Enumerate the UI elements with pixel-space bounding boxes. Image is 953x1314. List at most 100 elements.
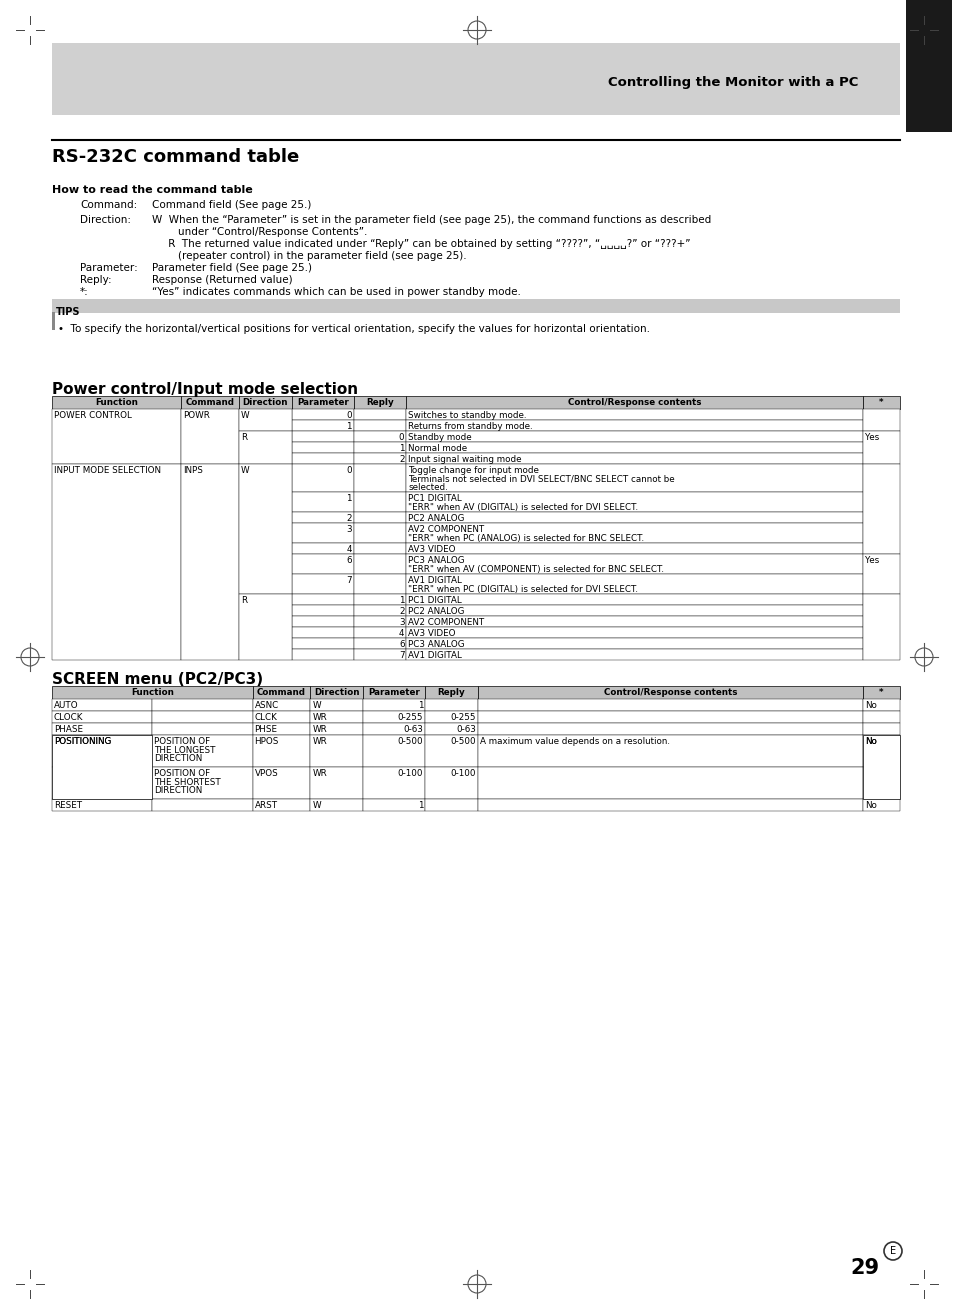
Text: Command: Command xyxy=(256,689,306,696)
Bar xyxy=(477,799,862,811)
Bar xyxy=(862,767,900,799)
Text: Returns from standby mode.: Returns from standby mode. xyxy=(408,422,533,431)
Text: Command:: Command: xyxy=(80,200,137,210)
Text: 4: 4 xyxy=(346,545,352,555)
Text: DIRECTION: DIRECTION xyxy=(154,786,202,795)
Text: POSITION OF: POSITION OF xyxy=(154,737,211,746)
Bar xyxy=(354,409,406,420)
Text: W: W xyxy=(312,700,321,710)
Bar xyxy=(152,723,253,735)
Text: •  To specify the horizontal/vertical positions for vertical orientation, specif: • To specify the horizontal/vertical pos… xyxy=(58,325,649,334)
Text: No: No xyxy=(864,802,876,809)
Bar xyxy=(477,723,862,735)
Bar xyxy=(425,799,477,811)
Bar xyxy=(354,604,406,616)
Bar xyxy=(181,409,239,464)
Text: 0: 0 xyxy=(346,466,352,474)
Bar xyxy=(862,699,900,711)
Bar xyxy=(310,699,363,711)
Bar xyxy=(354,396,406,409)
Bar xyxy=(406,594,862,604)
Bar xyxy=(292,616,354,627)
Text: PC1 DIGITAL: PC1 DIGITAL xyxy=(408,494,461,503)
Text: 1: 1 xyxy=(398,597,404,604)
Bar xyxy=(239,396,292,409)
Bar xyxy=(292,464,354,491)
Bar xyxy=(292,639,354,649)
Text: W: W xyxy=(241,466,250,474)
Bar xyxy=(239,409,292,431)
Bar xyxy=(292,649,354,660)
Text: Controlling the Monitor with a PC: Controlling the Monitor with a PC xyxy=(607,76,857,89)
Bar xyxy=(406,442,862,453)
Bar xyxy=(406,453,862,464)
Bar xyxy=(477,711,862,723)
Bar xyxy=(152,799,253,811)
Bar xyxy=(406,396,862,409)
Bar xyxy=(292,543,354,555)
Bar xyxy=(292,523,354,543)
Bar xyxy=(292,491,354,512)
Bar xyxy=(239,464,292,594)
Text: WR: WR xyxy=(312,725,327,735)
Bar xyxy=(406,604,862,616)
Bar xyxy=(52,396,181,409)
Text: 3: 3 xyxy=(398,618,404,627)
Bar xyxy=(310,686,363,699)
Text: *: * xyxy=(879,398,882,407)
Text: 2: 2 xyxy=(398,607,404,616)
Text: POSITIONING: POSITIONING xyxy=(54,737,112,746)
Bar xyxy=(52,699,152,711)
Text: 6: 6 xyxy=(398,640,404,649)
Bar xyxy=(354,442,406,453)
Bar xyxy=(152,699,253,711)
Text: AV3 VIDEO: AV3 VIDEO xyxy=(408,629,456,639)
Text: 29: 29 xyxy=(850,1257,879,1279)
Text: AV3 VIDEO: AV3 VIDEO xyxy=(408,545,456,555)
Text: 0-63: 0-63 xyxy=(403,725,423,735)
Bar xyxy=(292,594,354,604)
Text: "ERR" when PC (DIGITAL) is selected for DVI SELECT.: "ERR" when PC (DIGITAL) is selected for … xyxy=(408,585,638,594)
Text: 0-100: 0-100 xyxy=(450,769,476,778)
Bar xyxy=(354,431,406,442)
Text: Reply: Reply xyxy=(366,398,394,407)
Bar xyxy=(862,396,900,409)
Text: Switches to standby mode.: Switches to standby mode. xyxy=(408,411,526,420)
Text: E: E xyxy=(889,1246,895,1256)
Bar xyxy=(354,574,406,594)
Bar xyxy=(363,686,425,699)
Bar xyxy=(253,799,310,811)
Bar xyxy=(292,627,354,639)
Text: POSITIONING: POSITIONING xyxy=(54,737,112,746)
Text: Reply: Reply xyxy=(437,689,465,696)
Bar xyxy=(406,543,862,555)
Text: R: R xyxy=(241,434,247,442)
Text: POWER CONTROL: POWER CONTROL xyxy=(54,411,132,420)
Text: PC2 ANALOG: PC2 ANALOG xyxy=(408,514,464,523)
Text: Normal mode: Normal mode xyxy=(408,444,467,453)
Text: 1: 1 xyxy=(398,444,404,453)
Text: CLCK: CLCK xyxy=(254,714,277,721)
Bar xyxy=(363,767,425,799)
Bar xyxy=(406,420,862,431)
Bar xyxy=(310,799,363,811)
Text: “Yes” indicates commands which can be used in power standby mode.: “Yes” indicates commands which can be us… xyxy=(152,286,520,297)
Text: Parameter: Parameter xyxy=(296,398,348,407)
Text: 0-500: 0-500 xyxy=(397,737,423,746)
Text: PC2 ANALOG: PC2 ANALOG xyxy=(408,607,464,616)
Text: AV2 COMPONENT: AV2 COMPONENT xyxy=(408,526,484,533)
Text: W: W xyxy=(241,411,250,420)
Bar xyxy=(152,711,253,723)
Bar xyxy=(253,711,310,723)
Bar xyxy=(354,512,406,523)
Bar xyxy=(406,523,862,543)
Text: 1: 1 xyxy=(417,802,423,809)
Text: "ERR" when AV (COMPONENT) is selected for BNC SELECT.: "ERR" when AV (COMPONENT) is selected fo… xyxy=(408,565,663,573)
Bar xyxy=(181,396,239,409)
Bar xyxy=(425,711,477,723)
Bar xyxy=(406,616,862,627)
Text: Standby mode: Standby mode xyxy=(408,434,472,442)
Text: No: No xyxy=(864,700,876,710)
Bar xyxy=(862,735,900,767)
Bar xyxy=(253,735,310,767)
